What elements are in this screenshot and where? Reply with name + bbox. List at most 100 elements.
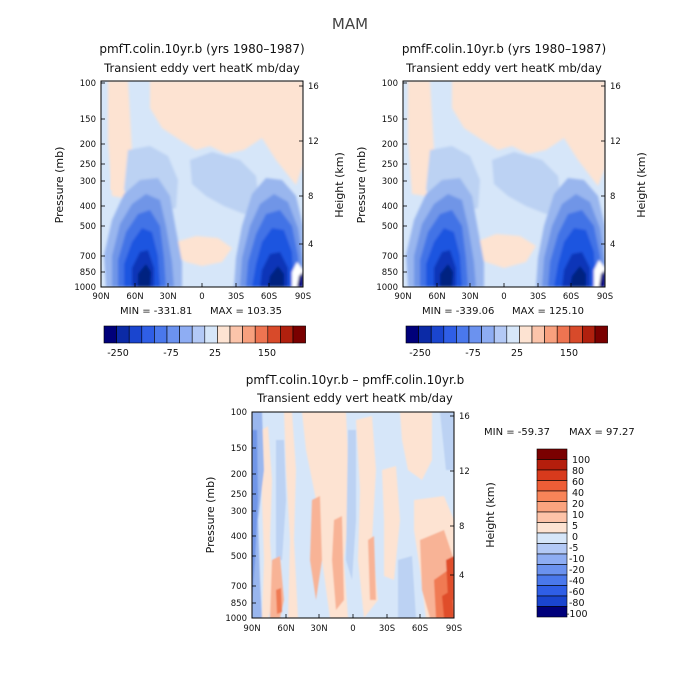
panel-b-colorbar-swatch: [405, 325, 419, 344]
panel-a-xtick: 0: [199, 292, 204, 302]
panel-b-y2tick: 16: [610, 82, 621, 92]
panel-a-ytick: 1000: [74, 283, 96, 293]
panel-b-max: MAX = 125.10: [512, 306, 584, 317]
panel-b-ytick: 250: [382, 160, 398, 170]
panel-a-colorbar-swatch: [166, 325, 180, 344]
panel-c-colorbar-swatch: [536, 469, 568, 481]
panel-a-title: pmfT.colin.10yr.b (yrs 1980–1987): [99, 42, 304, 56]
panel-a-colorbar-swatch: [204, 325, 218, 344]
panel-b-cb-label: 25: [511, 348, 523, 359]
panel-c-cb-label: 20: [572, 499, 584, 510]
panel-a-colorbar-swatch: [229, 325, 243, 344]
panel-c-xtick: 60N: [277, 624, 294, 634]
panel-a-colorbar-swatch: [103, 325, 117, 344]
panel-a-colorbar-swatch: [141, 325, 155, 344]
panel-b-colorbar-swatch: [493, 325, 508, 344]
panel-a-subtitle: Transient eddy vert heatK mb/day: [103, 61, 300, 75]
panel-b-colorbar-swatch: [443, 325, 457, 344]
panel-c-cb-label: -5: [569, 543, 578, 554]
panel-c-ytick: 700: [231, 582, 247, 592]
panel-c-colorbar-swatch: [536, 532, 568, 544]
panel-a-y2tick: 12: [308, 137, 319, 147]
panel-a-ytick: 100: [80, 79, 96, 89]
panel-c-subtitle: Transient eddy vert heatK mb/day: [256, 391, 453, 405]
panel-c-colorbar-swatch: [536, 459, 568, 471]
panel-c-y2tick: 12: [459, 467, 470, 477]
panel-c-cb-label: 100: [572, 455, 590, 466]
panel-c-ticks: 90N 60N 30N 0 30S 60S 90S 100 150 200 25…: [225, 408, 469, 634]
panel-a-ytick: 700: [80, 252, 96, 262]
panel-b-title: pmfF.colin.10yr.b (yrs 1980–1987): [402, 42, 606, 56]
panel-c-y2tick: 4: [459, 571, 464, 581]
panel-a-xtick: 30S: [228, 292, 244, 302]
panel-a-colorbar-swatch: [191, 325, 206, 344]
panel-c-ytick: 400: [231, 532, 247, 542]
panel-a-ytick: 400: [80, 202, 96, 212]
panel-c-ytick: 100: [231, 408, 247, 418]
panel-b-xtick: 0: [501, 292, 506, 302]
panel-c-colorbar-swatch: [536, 522, 568, 534]
panel-c-cb-label: -60: [569, 587, 585, 598]
panel-b-min: MIN = -339.06: [422, 306, 494, 317]
panel-b-subtitle: Transient eddy vert heatK mb/day: [405, 61, 602, 75]
panel-c: pmfT.colin.10yr.b – pmfF.colin.10yr.b Tr…: [204, 373, 635, 634]
panel-b-colorbar-swatch: [481, 325, 495, 344]
panel-b-ytick: 300: [382, 177, 398, 187]
panel-b-ytick: 500: [382, 222, 398, 232]
panel-a-colorbar-swatch: [154, 325, 168, 344]
panel-a: pmfT.colin.10yr.b (yrs 1980–1987) Transi…: [53, 42, 346, 359]
panel-c-cb-label: 40: [572, 488, 584, 499]
panel-a-ytick: 500: [80, 222, 96, 232]
panel-a-colorbar-swatch: [267, 325, 281, 344]
panel-a-colorbar-swatch: [254, 325, 269, 344]
panel-a-max: MAX = 103.35: [210, 306, 282, 317]
panel-b-xtick: 60S: [563, 292, 579, 302]
panel-a-y2tick: 4: [308, 240, 313, 250]
panel-a-ytick: 250: [80, 160, 96, 170]
panel-c-colorbar-swatch: [536, 595, 568, 607]
panel-a-y2label: Height (km): [333, 152, 346, 218]
panel-c-ytick: 1000: [225, 614, 247, 624]
panel-c-colorbar-swatch: [536, 606, 568, 618]
panel-a-y2tick: 16: [308, 82, 319, 92]
panel-a-y2tick: 8: [308, 192, 313, 202]
panel-c-y2tick: 8: [459, 522, 464, 532]
panel-c-cb-label: -100: [566, 609, 588, 620]
panel-c-xtick: 90S: [446, 624, 462, 634]
panel-c-cb-label: -10: [569, 554, 585, 565]
panel-c-min: MIN = -59.37: [484, 427, 550, 438]
panel-c-colorbar-swatch: [536, 553, 568, 565]
panel-c-colorbar-swatch: [536, 585, 568, 597]
panel-c-cb-label: 5: [572, 521, 578, 532]
panel-a-field: [101, 81, 303, 287]
panel-a-colorbar-swatch: [292, 325, 306, 344]
panel-c-y2label: Height (km): [484, 482, 497, 548]
panel-c-xtick: 30S: [379, 624, 395, 634]
panel-c-xtick: 60S: [412, 624, 428, 634]
panel-c-colorbar-swatch: [536, 448, 568, 460]
panel-a-ticks: 90N 60N 30N 0 30S 60S 90S 100 150 200 25…: [74, 79, 318, 302]
panel-c-field: [252, 412, 454, 618]
panel-c-cb-label: -20: [569, 565, 585, 576]
panel-b-y2tick: 12: [610, 137, 621, 147]
panel-b-xtick: 60N: [428, 292, 445, 302]
panel-a-colorbar-swatch: [116, 325, 130, 344]
panel-b-cb-label: 150: [560, 348, 578, 359]
panel-c-cb-label: 80: [572, 466, 584, 477]
panel-c-cb-label: 60: [572, 477, 584, 488]
panel-a-colorbar-swatch: [242, 325, 256, 344]
panel-b-colorbar-swatch: [556, 325, 571, 344]
panel-b-ytick: 1000: [376, 283, 398, 293]
panel-a-colorbar-swatch: [179, 325, 193, 344]
panel-c-colorbar-swatch: [536, 480, 568, 492]
panel-c-cb-label: 10: [572, 510, 584, 521]
panel-c-colorbar-labels: 100 80 60 40 20 10 5 0 -5 -10 -20 -40 -6…: [566, 455, 590, 620]
panel-b-xtick: 30S: [530, 292, 546, 302]
panel-c-title: pmfT.colin.10yr.b – pmfF.colin.10yr.b: [246, 373, 465, 387]
panel-c-ylabel: Pressure (mb): [204, 477, 217, 554]
panel-c-colorbar-swatch: [536, 490, 568, 502]
panel-c-ytick: 150: [231, 444, 247, 454]
panel-b-colorbar-swatch: [569, 325, 583, 344]
panel-a-colorbar-swatch: [280, 325, 294, 344]
panel-c-colorbar-swatch: [536, 564, 568, 576]
